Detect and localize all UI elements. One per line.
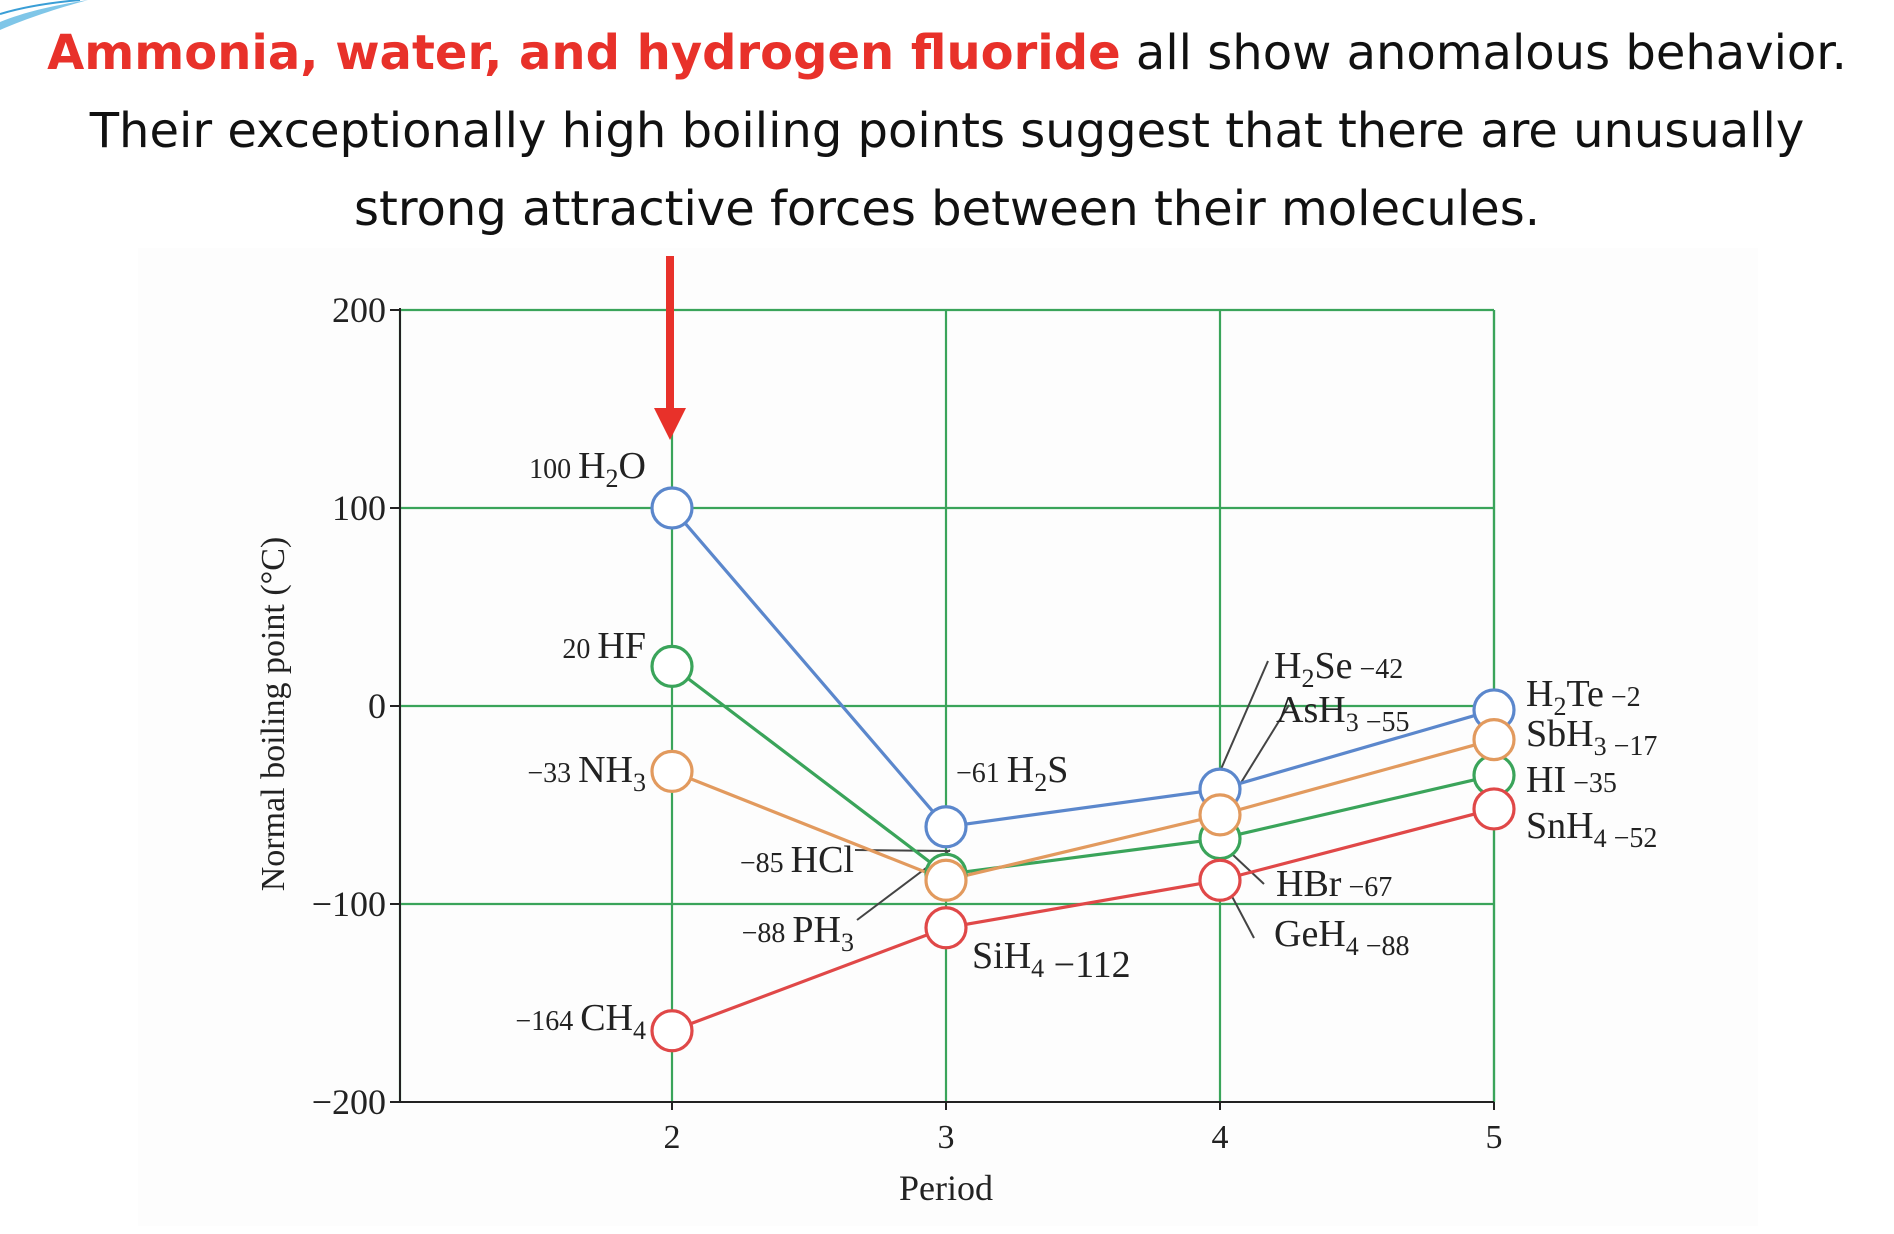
point-label: −164 CH4 <box>515 997 646 1045</box>
series-line-group16 <box>670 506 1495 829</box>
data-point-marker <box>650 1009 694 1053</box>
data-point-marker <box>650 486 694 530</box>
point-label: H2Se −42 <box>1274 645 1403 693</box>
point-label: HBr −67 <box>1276 863 1392 905</box>
y-tick-label: 0 <box>368 686 386 726</box>
x-tick-label: 5 <box>1486 1119 1503 1156</box>
x-tick-label: 4 <box>1212 1119 1229 1156</box>
point-label: HI −35 <box>1526 759 1617 801</box>
point-label: GeH4 −88 <box>1274 913 1410 962</box>
slide-heading: Ammonia, water, and hydrogen fluoride al… <box>20 14 1874 248</box>
x-axis-title: Period <box>899 1168 993 1208</box>
y-axis-title: Normal boiling point (°C) <box>255 537 292 892</box>
data-point-marker <box>924 906 968 950</box>
heading-line-1: Ammonia, water, and hydrogen fluoride al… <box>20 14 1874 92</box>
heading-line-1-rest: all show anomalous behavior. <box>1120 25 1847 81</box>
series-line-group14 <box>671 807 1495 1033</box>
point-label: −85 HCl <box>740 839 854 881</box>
leader-line <box>1217 660 1269 777</box>
y-tick-label: 200 <box>332 290 386 330</box>
data-point-marker <box>1198 793 1242 837</box>
point-label: AsH3 −55 <box>1276 689 1409 738</box>
point-labels: 100 H2O 20 HF −33 NH3 −164 CH4 −61 H2S −85 HC… <box>515 445 1657 1045</box>
data-point-marker <box>1472 718 1516 762</box>
point-label: SbH3 −17 <box>1526 713 1657 762</box>
red-arrow-head <box>654 408 686 440</box>
series-line-group15 <box>671 738 1495 882</box>
arrow-layer <box>654 256 686 440</box>
point-label: 100 H2O <box>529 445 646 493</box>
series-layer <box>650 486 1516 1053</box>
point-label: 20 HF <box>562 625 646 667</box>
point-label: SiH4 −112 <box>972 935 1131 986</box>
y-tick-label: −200 <box>312 1082 386 1122</box>
data-point-marker <box>650 749 694 793</box>
data-point-marker <box>1472 787 1516 831</box>
y-tick-label: 100 <box>332 488 386 528</box>
corner-swoosh-decoration <box>0 0 88 30</box>
point-label: −61 H2S <box>956 749 1068 797</box>
y-tick-label: −100 <box>312 884 386 924</box>
heading-highlight: Ammonia, water, and hydrogen fluoride <box>47 25 1121 81</box>
data-point-marker <box>650 644 694 689</box>
point-label: SnH4 −52 <box>1526 805 1657 854</box>
axis-layer: 200 100 0 −100 −200 2 3 4 5 Period Normal boiling … <box>255 290 1503 1208</box>
series-line-group17 <box>671 665 1495 876</box>
heading-line-3: strong attractive forces between their m… <box>354 181 1540 237</box>
x-tick-label: 2 <box>664 1119 681 1156</box>
point-label: −33 NH3 <box>527 749 646 797</box>
heading-line-2: Their exceptionally high boiling points … <box>89 103 1805 159</box>
data-point-marker <box>924 805 968 849</box>
data-point-marker <box>1198 858 1242 902</box>
point-label: H2Te −2 <box>1526 673 1641 721</box>
x-tick-label: 3 <box>938 1119 955 1156</box>
point-label: −88 PH3 <box>742 909 854 957</box>
data-point-marker <box>924 858 968 902</box>
